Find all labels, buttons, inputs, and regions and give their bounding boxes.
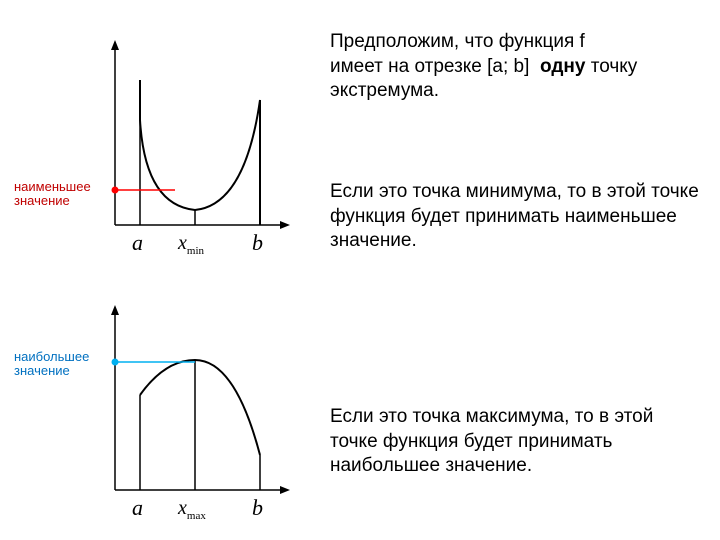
min-indicator-dot (112, 187, 119, 194)
min-text: Если это точка минимума, то в этой точке… (330, 180, 700, 254)
x-axis-arrow (280, 221, 290, 229)
intro-line2: имеет на отрезке [a; b] (330, 56, 529, 77)
chart1-xmin-label: xmin (178, 232, 204, 257)
chart2-b-label: b (252, 495, 263, 521)
max-ann-line2: значение (14, 363, 70, 378)
intro-line1: Предположим, что функция f (330, 31, 585, 52)
intro-text: Предположим, что функция f имеет на отре… (330, 30, 690, 104)
intro-line4: экстремума. (330, 80, 439, 101)
curve (140, 80, 260, 225)
max-ann-line1: наибольшее (14, 349, 89, 364)
y-axis-arrow (111, 40, 119, 50)
max-indicator-dot (112, 359, 119, 366)
max-annotation: наибольшее значение (14, 350, 89, 379)
chart1-b-label: b (252, 230, 263, 256)
intro-line3: точку (591, 56, 638, 77)
curve (140, 360, 260, 455)
chart-maximum (95, 305, 295, 520)
max-text: Если это точка максимума, то в этой точк… (330, 405, 700, 479)
min-annotation: наименьшее значение (14, 180, 91, 209)
chart2-a-label: a (132, 495, 143, 521)
min-ann-line2: значение (14, 193, 70, 208)
y-axis-arrow (111, 305, 119, 315)
chart1-a-label: a (132, 230, 143, 256)
chart2-xmax-label: xmax (178, 497, 206, 522)
x-axis-arrow (280, 486, 290, 494)
intro-bold: одну (540, 56, 585, 77)
min-ann-line1: наименьшее (14, 179, 91, 194)
chart-minimum (95, 40, 295, 260)
